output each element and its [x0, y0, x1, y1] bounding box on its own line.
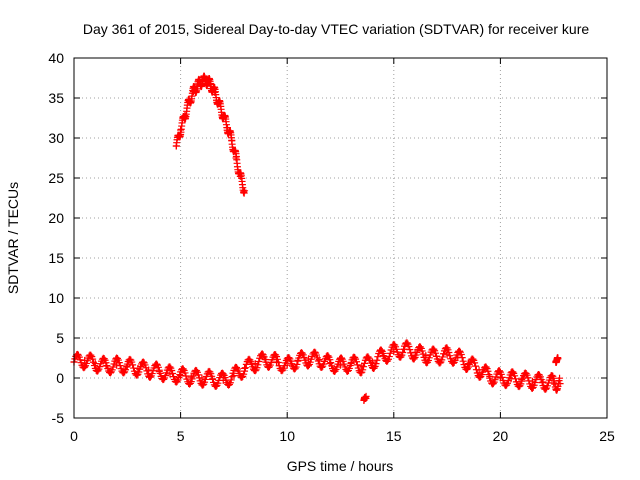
plot-area — [70, 72, 564, 404]
plot-frame — [73, 57, 608, 419]
y-tick-label: 20 — [48, 210, 64, 226]
x-axis-label: GPS time / hours — [287, 458, 394, 474]
series-0-density — [172, 72, 248, 197]
series-2-density — [360, 354, 562, 404]
x-tick-label: 20 — [493, 428, 509, 444]
y-axis-label: SDTVAR / TECUs — [5, 182, 21, 294]
data-point-cloud — [360, 354, 562, 404]
chart-title: Day 361 of 2015, Sidereal Day-to-day VTE… — [83, 21, 589, 37]
series-2 — [360, 355, 562, 404]
y-axis: -5 0 5 10 15 20 25 30 35 40 — [48, 50, 607, 426]
y-tick-label: 30 — [48, 130, 64, 146]
y-tick-label: 25 — [48, 170, 64, 186]
x-tick-label: 10 — [279, 428, 295, 444]
y-tick-label: 0 — [56, 370, 64, 386]
y-tick-label: 5 — [56, 330, 64, 346]
x-axis: 0 5 10 15 20 25 — [70, 58, 615, 444]
data-point-cloud — [70, 339, 564, 394]
y-tick-label: -5 — [52, 410, 65, 426]
series-1-density — [70, 339, 564, 394]
y-tick-label: 10 — [48, 290, 64, 306]
y-tick-label: 15 — [48, 250, 64, 266]
x-tick-label: 5 — [177, 428, 185, 444]
x-tick-label: 25 — [599, 428, 615, 444]
series-0 — [172, 76, 249, 195]
y-tick-label: 35 — [48, 90, 64, 106]
x-tick-label: 0 — [70, 428, 78, 444]
y-tick-label: 40 — [48, 50, 64, 66]
data-point-cloud — [172, 72, 248, 197]
x-tick-label: 15 — [386, 428, 402, 444]
